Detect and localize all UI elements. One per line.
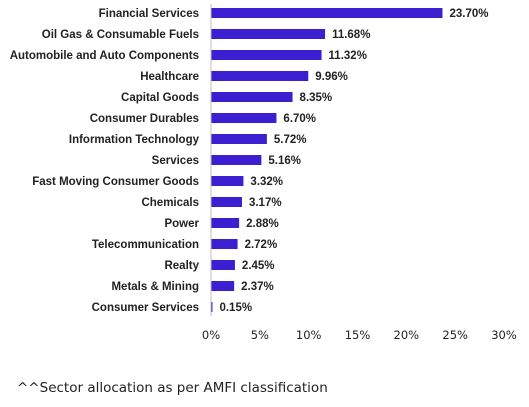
data-label: 11.32% <box>329 50 367 62</box>
x-tick-label: 30% <box>491 328 517 342</box>
bar <box>211 113 277 123</box>
category-label: Services <box>152 155 199 167</box>
x-tick-label: 20% <box>394 328 420 342</box>
bar <box>211 50 322 60</box>
category-label: Metals & Mining <box>111 281 199 293</box>
data-label: 2.88% <box>246 218 279 230</box>
bar <box>211 302 213 312</box>
bar <box>211 71 309 81</box>
category-label: Telecommunication <box>92 239 199 251</box>
x-tick-label: 10% <box>296 328 322 342</box>
category-label: Consumer Durables <box>90 113 199 125</box>
bar <box>211 176 244 186</box>
value-labels: 23.70% 11.68% 11.32% 9.96% 8.35% 6.70% 5.72% 5.… <box>219 8 488 314</box>
category-label: Oil Gas & Consumable Fuels <box>42 29 199 41</box>
category-label: Information Technology <box>69 134 200 146</box>
data-label: 2.72% <box>245 239 278 251</box>
data-label: 8.35% <box>300 92 333 104</box>
x-tick-label: 15% <box>345 328 371 342</box>
sector-allocation-chart: Financial Services Oil Gas & Consumable F… <box>10 4 517 342</box>
category-label: Power <box>164 218 199 230</box>
bar <box>211 8 443 18</box>
bar <box>211 281 235 291</box>
category-label: Capital Goods <box>121 92 199 104</box>
x-tick-label: 0% <box>202 328 220 342</box>
category-labels: Financial Services Oil Gas & Consumable F… <box>10 8 200 314</box>
bar <box>211 239 238 249</box>
category-label: Healthcare <box>140 71 199 83</box>
bar <box>211 155 262 165</box>
category-label: Chemicals <box>141 197 199 209</box>
bar <box>211 29 326 39</box>
data-label: 6.70% <box>283 113 316 125</box>
x-tick-label: 5% <box>251 328 269 342</box>
data-label: 5.72% <box>274 134 307 146</box>
footnote: ^^Sector allocation as per AMFI classifi… <box>17 380 328 396</box>
x-tick-label: 25% <box>442 328 468 342</box>
data-label: 11.68% <box>332 29 370 41</box>
bar <box>211 134 267 144</box>
data-label: 23.70% <box>449 8 488 20</box>
data-label: 5.16% <box>268 155 301 167</box>
bar <box>211 260 235 270</box>
data-label: 0.15% <box>219 302 252 314</box>
bars-layer <box>211 8 443 312</box>
x-axis-tick-labels: 0% 5% 10% 15% 20% 25% 30% <box>202 328 517 342</box>
category-label: Consumer Services <box>92 302 199 314</box>
category-label: Realty <box>164 260 199 272</box>
category-label: Automobile and Auto Components <box>10 50 199 62</box>
data-label: 2.45% <box>242 260 275 272</box>
bar <box>211 218 240 228</box>
data-label: 2.37% <box>241 281 274 293</box>
bar <box>211 92 293 102</box>
data-label: 3.17% <box>249 197 282 209</box>
data-label: 9.96% <box>315 71 348 83</box>
category-label: Financial Services <box>99 8 199 20</box>
bar <box>211 197 242 207</box>
category-label: Fast Moving Consumer Goods <box>32 176 199 188</box>
data-label: 3.32% <box>250 176 283 188</box>
